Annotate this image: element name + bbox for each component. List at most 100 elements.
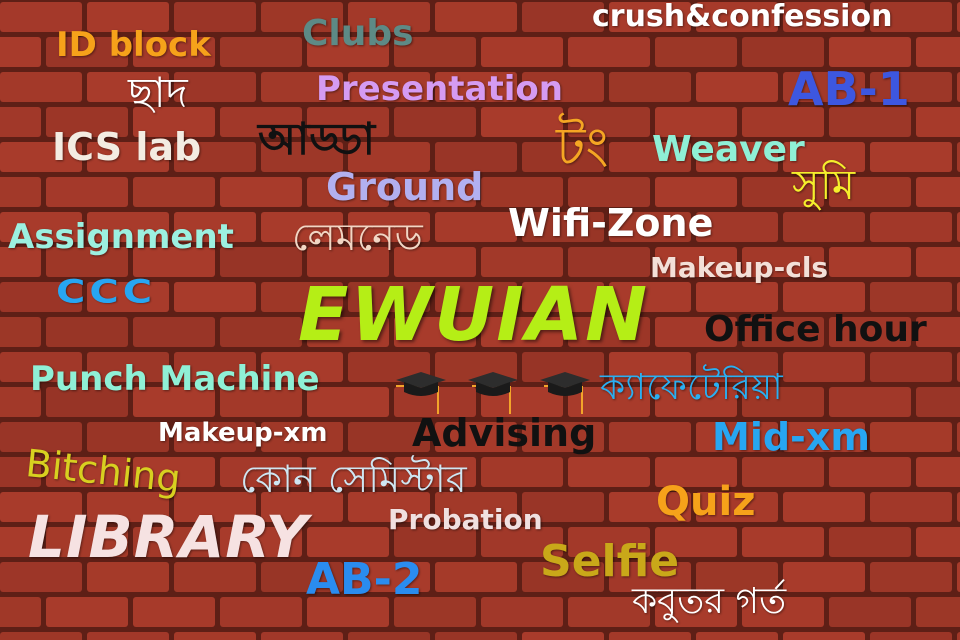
brick: [220, 597, 302, 627]
brick: [0, 352, 82, 382]
brick: [435, 72, 517, 102]
brick: [783, 422, 865, 452]
brick: [435, 632, 517, 640]
word-probation: Probation: [388, 503, 543, 536]
graduation-cap-icon-1: [396, 372, 446, 414]
brick: [307, 107, 389, 137]
brick: [829, 527, 911, 557]
brick: [829, 597, 911, 627]
brick: [0, 387, 41, 417]
brick: [133, 317, 215, 347]
brick: [783, 492, 865, 522]
brick: [655, 107, 737, 137]
brick: [0, 142, 82, 172]
brick: [261, 212, 343, 242]
brick: [348, 2, 430, 32]
brick: [220, 177, 302, 207]
brick: [394, 597, 476, 627]
brick: [696, 352, 778, 382]
brick: [307, 177, 389, 207]
brick: [133, 387, 215, 417]
brick: [829, 387, 911, 417]
brick: [957, 2, 960, 32]
word-ground: Ground: [326, 165, 484, 209]
brick: [348, 212, 430, 242]
word-assignment: Assignment: [8, 217, 234, 257]
word-makeup-xm: Makeup-xm: [158, 418, 328, 448]
brick: [435, 282, 517, 312]
brick: [522, 282, 604, 312]
brick: [0, 2, 82, 32]
brick: [742, 317, 824, 347]
brick: [742, 527, 824, 557]
brick: [0, 527, 41, 557]
word-ccc: CCC: [56, 273, 157, 311]
brick: [133, 247, 215, 277]
brick: [568, 527, 650, 557]
brick: [174, 352, 256, 382]
brick: [916, 37, 960, 67]
brick: [133, 597, 215, 627]
word-adda: আড্ডা: [258, 114, 376, 165]
brick: [174, 632, 256, 640]
brick: [46, 527, 128, 557]
word-wifi-zone: Wifi-Zone: [508, 201, 714, 245]
brick: [609, 422, 691, 452]
word-punch-machine: Punch Machine: [30, 359, 320, 399]
brick: [783, 2, 865, 32]
word-kobutor-gorto: কবুতর গর্ত: [632, 581, 787, 622]
brick: [783, 282, 865, 312]
brick: [46, 247, 128, 277]
brick: [348, 632, 430, 640]
word-quiz: Quiz: [656, 479, 756, 525]
brick: [481, 247, 563, 277]
brick: [696, 142, 778, 172]
brick: [348, 352, 430, 382]
brick: [87, 562, 169, 592]
brick: [220, 107, 302, 137]
brick: [870, 2, 952, 32]
brick: [220, 387, 302, 417]
brick: [435, 422, 517, 452]
brick: [46, 387, 128, 417]
word-ab2: AB-2: [306, 554, 423, 605]
brick: [0, 177, 41, 207]
brick: [568, 457, 650, 487]
brick: [133, 527, 215, 557]
brick: [829, 457, 911, 487]
brick: [174, 562, 256, 592]
brick: [481, 177, 563, 207]
brick: [522, 422, 604, 452]
brick: [609, 282, 691, 312]
brick: [481, 317, 563, 347]
brick: [609, 562, 691, 592]
brick: [481, 37, 563, 67]
brick: [609, 212, 691, 242]
brick: [348, 142, 430, 172]
word-id-block: ID block: [56, 25, 211, 65]
brick: [0, 317, 41, 347]
brick: [609, 72, 691, 102]
brick: [522, 212, 604, 242]
word-weaver: Weaver: [652, 129, 805, 170]
word-kon-semester: কোন সেমিস্টার: [240, 457, 467, 501]
brick: [696, 212, 778, 242]
brick: [696, 632, 778, 640]
brick: [742, 247, 824, 277]
brick: [87, 142, 169, 172]
brick: [655, 317, 737, 347]
brick: [870, 422, 952, 452]
brick: [916, 107, 960, 137]
brick: [133, 37, 215, 67]
brick: [829, 177, 911, 207]
brick: [0, 282, 82, 312]
brick: [174, 2, 256, 32]
brick: [742, 387, 824, 417]
brick: [829, 37, 911, 67]
brick: [220, 247, 302, 277]
word-crush-confession: crush&confession: [592, 0, 893, 34]
brick: [829, 107, 911, 137]
brick: [957, 562, 960, 592]
brick: [696, 2, 778, 32]
brick: [46, 457, 128, 487]
